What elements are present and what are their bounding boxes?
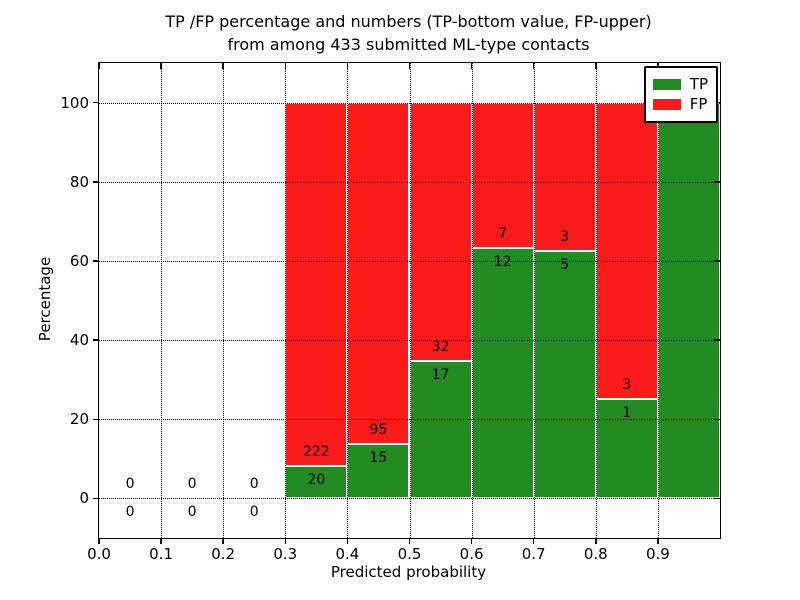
gridline-v xyxy=(223,63,225,538)
x-tick-label: 0.8 xyxy=(583,545,608,563)
x-tick-mark-top xyxy=(532,63,535,69)
tp-bar-segment xyxy=(595,399,658,499)
fp-bar-segment xyxy=(347,102,410,445)
y-tick-mark xyxy=(93,260,99,262)
x-tick-mark xyxy=(284,538,287,544)
x-tick-label: 0.4 xyxy=(335,545,360,563)
fp-count-label: 0 xyxy=(187,476,197,493)
x-tick-mark xyxy=(532,538,535,544)
y-tick-mark-right xyxy=(714,260,720,262)
x-tick-mark-top xyxy=(160,63,162,69)
x-tick-mark xyxy=(222,538,224,544)
legend-label: FP xyxy=(689,95,708,113)
x-tick-label: 0.5 xyxy=(397,545,422,563)
gridline-v xyxy=(285,63,287,538)
y-tick-mark-right xyxy=(714,418,720,420)
chart-title-line2: from among 433 submitted ML-type contact… xyxy=(227,35,590,54)
y-tick-label: 20 xyxy=(69,410,89,429)
gridline-v xyxy=(595,63,597,538)
x-tick-label: 0.7 xyxy=(521,545,546,563)
y-tick-mark-right xyxy=(714,181,720,183)
gridline-v xyxy=(471,63,473,538)
x-tick-mark-top xyxy=(470,63,473,69)
y-tick-mark-right xyxy=(714,497,720,500)
x-tick-label: 0.2 xyxy=(211,545,236,563)
x-tick-label: 0.0 xyxy=(87,545,111,563)
fp-bar-segment xyxy=(409,102,472,362)
fp-count-label: 222 xyxy=(302,443,330,460)
fp-count-label: 7 xyxy=(498,226,508,243)
legend-item-fp: FP xyxy=(652,95,708,113)
tp-bar-segment xyxy=(471,248,534,499)
fp-bar-segment xyxy=(595,102,658,400)
gridline-v xyxy=(347,63,349,538)
y-tick-label: 80 xyxy=(69,172,89,191)
tp-count-label: 20 xyxy=(307,471,326,488)
tp-count-label: 0 xyxy=(187,504,197,521)
x-tick-label: 0.1 xyxy=(149,545,174,563)
y-tick-mark xyxy=(93,339,99,341)
tp-bar-segment xyxy=(533,251,596,499)
gridline-v xyxy=(161,63,163,538)
gridline-v xyxy=(533,63,535,538)
x-tick-mark-top xyxy=(98,63,100,69)
tp-count-label: 17 xyxy=(431,367,450,384)
x-tick-mark xyxy=(470,538,473,544)
legend-label: TP xyxy=(689,75,708,93)
y-tick-label: 60 xyxy=(69,251,89,270)
x-tick-mark-top xyxy=(284,63,287,69)
fp-count-label: 0 xyxy=(125,476,135,493)
x-tick-mark xyxy=(346,538,349,544)
y-tick-mark xyxy=(93,181,99,183)
x-tick-mark xyxy=(98,538,100,544)
tp-count-label: 5 xyxy=(560,257,570,274)
x-tick-mark-top xyxy=(408,63,411,69)
x-tick-label: 0.9 xyxy=(645,545,670,563)
tp-bar-segment xyxy=(657,102,720,499)
fp-count-label: 95 xyxy=(369,422,388,439)
tp-count-label: 1 xyxy=(622,405,632,422)
fp-count-label: 0 xyxy=(249,476,259,493)
plot-area: TP FP 0 20 40 60 80 100 0.0 0.1 0.2 0.3 0.4 0.5 0.6 0.… xyxy=(60,62,721,562)
chart-title-line1: TP /FP percentage and numbers (TP-bottom… xyxy=(165,12,652,31)
tp-count-label: 0 xyxy=(249,504,259,521)
tp-swatch-icon xyxy=(652,79,681,90)
x-tick-label: 0.6 xyxy=(459,545,484,563)
fp-count-label: 32 xyxy=(431,339,450,356)
fp-count-label: 3 xyxy=(560,229,570,246)
fp-count-label: 3 xyxy=(622,377,632,394)
tp-count-label: 12 xyxy=(493,254,512,271)
x-tick-label: 0.3 xyxy=(273,545,298,563)
x-tick-mark xyxy=(657,538,659,544)
y-tick-mark xyxy=(93,418,99,420)
fp-bar-segment xyxy=(285,102,348,466)
x-tick-mark xyxy=(408,538,411,544)
tp-count-label: 0 xyxy=(125,504,135,521)
y-tick-label: 0 xyxy=(79,489,89,508)
x-tick-mark-top xyxy=(595,63,597,69)
gridline-v xyxy=(409,63,411,538)
x-tick-mark xyxy=(160,538,162,544)
x-tick-mark-top xyxy=(222,63,224,69)
y-tick-label: 40 xyxy=(69,331,89,350)
gridline-v xyxy=(657,63,659,538)
legend: TP FP xyxy=(643,66,718,123)
y-tick-label: 100 xyxy=(60,93,89,112)
y-tick-mark xyxy=(93,497,99,500)
chart-title: TP /FP percentage and numbers (TP-bottom… xyxy=(98,10,719,56)
y-tick-mark xyxy=(93,101,99,104)
y-tick-mark-right xyxy=(714,339,720,341)
tp-count-label: 15 xyxy=(369,450,388,467)
y-axis-label: Percentage xyxy=(36,256,54,342)
x-tick-mark-top xyxy=(346,63,349,69)
legend-item-tp: TP xyxy=(652,75,708,93)
fp-bar-segment xyxy=(471,102,534,249)
x-tick-mark xyxy=(595,538,597,544)
x-axis-label: Predicted probability xyxy=(330,563,487,581)
tp-bar-segment xyxy=(409,361,472,499)
tp-bar-segment xyxy=(285,465,348,499)
fp-swatch-icon xyxy=(652,99,681,110)
